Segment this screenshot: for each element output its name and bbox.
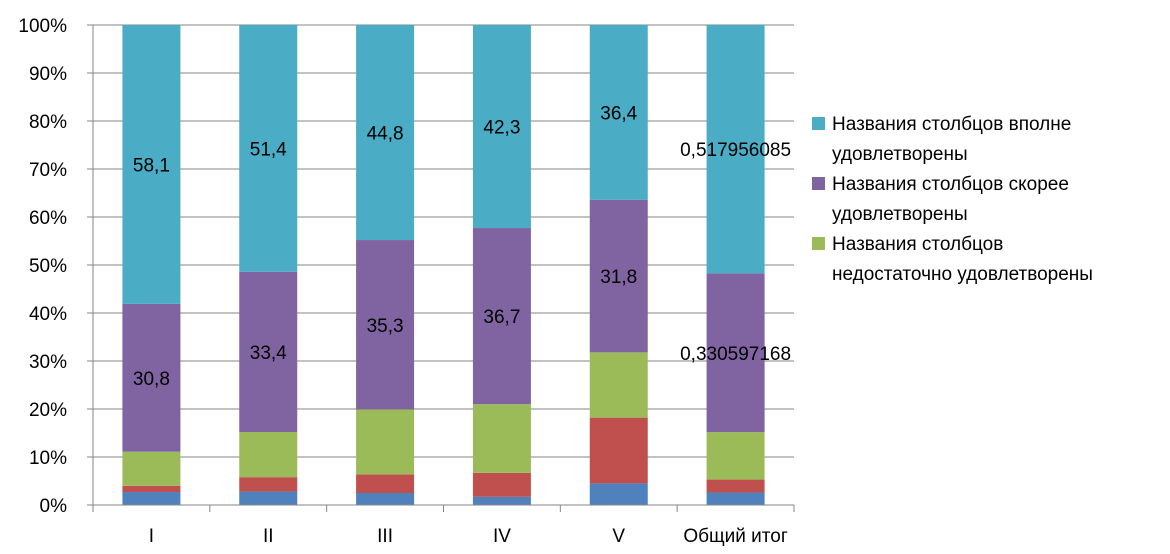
data-label: 33,4 (250, 343, 287, 364)
bar-segment (122, 485, 181, 493)
bar-segment (589, 483, 648, 505)
bar-segment (122, 25, 181, 304)
bar-segment (706, 432, 765, 480)
y-tick-label: 90% (29, 64, 67, 85)
legend-label: Названия столбцов (832, 234, 1003, 255)
bar-segment (472, 472, 531, 497)
bar-segment (706, 25, 765, 274)
legend-swatch (812, 237, 825, 250)
bar-segment (589, 199, 648, 353)
y-tick-label: 40% (29, 304, 67, 325)
data-label: 30,8 (133, 369, 170, 390)
data-label: 36,7 (483, 307, 520, 328)
bar-segment (356, 25, 415, 241)
bar-segment (472, 228, 531, 405)
y-tick-label: 10% (29, 448, 67, 469)
bar-segment (239, 491, 298, 505)
data-label: 51,4 (250, 139, 287, 160)
grid-lines (93, 24, 794, 458)
y-tick-label: 50% (29, 256, 67, 277)
bar-segment (356, 409, 415, 475)
legend-label: Названия столбцов вполне (832, 114, 1071, 135)
legend-swatch (812, 117, 825, 130)
data-label: 31,8 (600, 267, 637, 288)
data-labels: 30,8 58,1 33,4 51,4 35,3 44,8 36,7 42,3 31,8 36,4… (133, 103, 791, 389)
data-label: 44,8 (367, 124, 404, 145)
bar-segment (122, 492, 181, 505)
legend-label: удовлетворены (832, 204, 968, 225)
bar-segment (239, 432, 298, 478)
data-label: 58,1 (133, 155, 170, 176)
y-tick-label: 100% (18, 16, 67, 37)
legend-label: удовлетворены (832, 144, 968, 165)
data-label: 0,330597168 (680, 344, 791, 365)
y-tick-label: 0% (40, 496, 68, 517)
axes: 0%10%20%30%40%50%60%70%80%90%100%I II III I… (18, 16, 795, 547)
legend: Названия столбцов вполне удовлетворены Наз… (812, 114, 1093, 285)
y-tick-label: 30% (29, 352, 67, 373)
x-tick-label: IV (493, 526, 511, 547)
x-tick-label: I (149, 526, 154, 547)
y-tick-label: 70% (29, 160, 67, 181)
bar-segment (472, 404, 531, 473)
bar-segment (356, 240, 415, 410)
data-label: 0,517956085 (680, 140, 791, 161)
data-label: 35,3 (367, 316, 404, 337)
x-tick-label: Общий итог (683, 526, 787, 547)
bar-segment (706, 492, 765, 505)
legend-swatch (812, 177, 825, 190)
data-label: 36,4 (600, 103, 637, 124)
bar-segment (239, 25, 298, 272)
legend-label: недостаточно удовлетворены (832, 264, 1093, 285)
legend-label: Названия столбцов скорее (832, 174, 1069, 195)
bar-segment (356, 474, 415, 493)
bar-segment (239, 271, 298, 433)
x-tick-label: V (612, 526, 625, 547)
bar-segment (589, 25, 648, 200)
bars (122, 25, 765, 505)
bar-segment (706, 479, 765, 493)
bar-segment (472, 496, 531, 505)
bar-segment (239, 477, 298, 492)
bar-segment (122, 303, 181, 452)
bar-segment (356, 493, 415, 505)
bar-segment (706, 273, 765, 433)
x-tick-label: III (377, 526, 393, 547)
y-tick-label: 60% (29, 208, 67, 229)
y-tick-label: 20% (29, 400, 67, 421)
bar-segment (589, 417, 648, 484)
y-tick-label: 80% (29, 112, 67, 133)
x-tick-label: II (263, 526, 274, 547)
bar-segment (589, 352, 648, 418)
bar-segment (122, 451, 181, 486)
bar-segment (472, 25, 531, 229)
data-label: 42,3 (483, 118, 520, 139)
